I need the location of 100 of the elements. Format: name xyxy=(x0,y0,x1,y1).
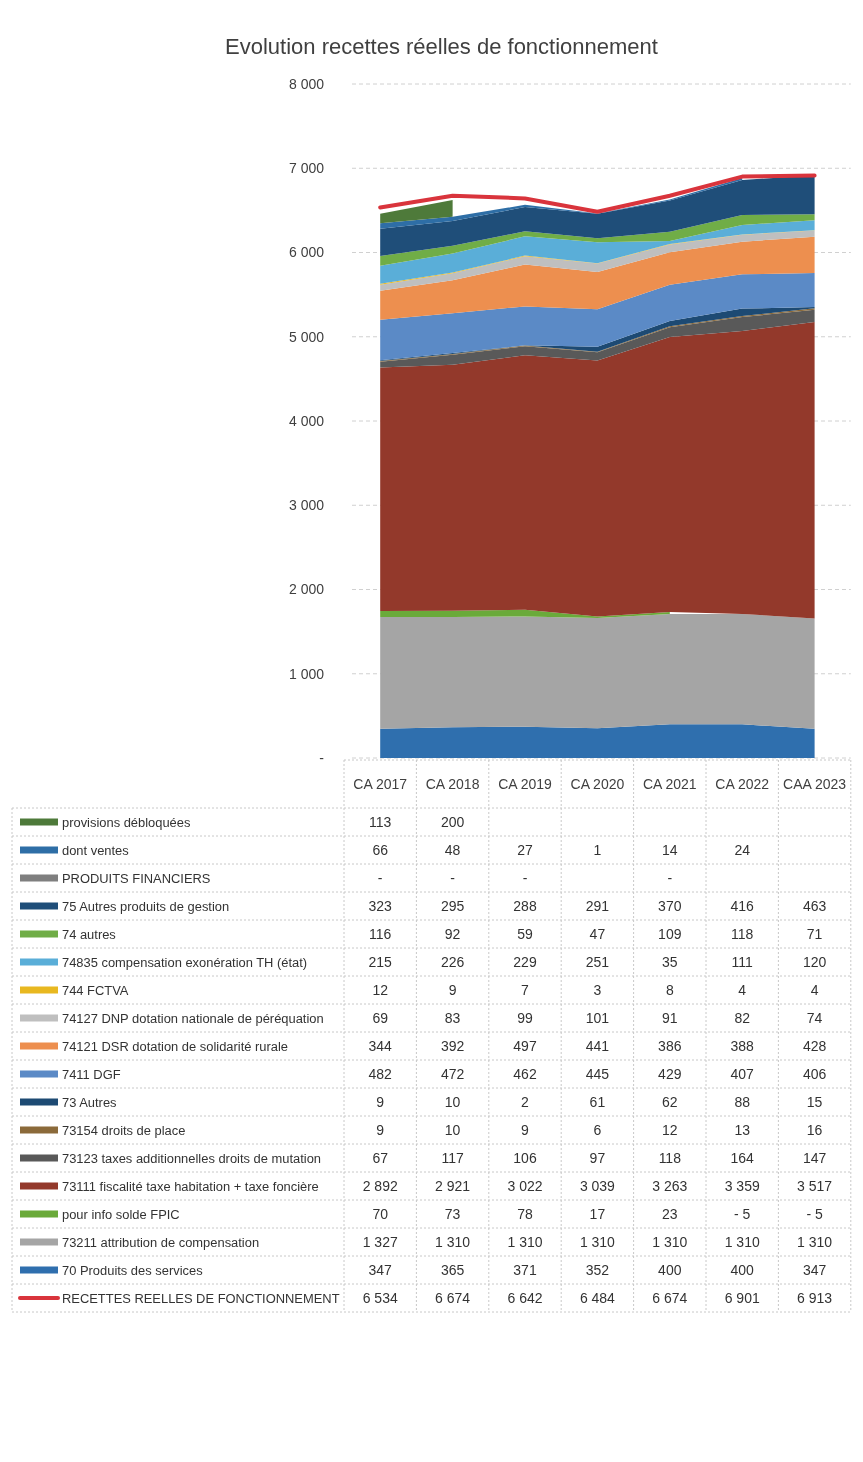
data-label: 352 xyxy=(585,1261,610,1278)
x-tick-label: CA 2019 xyxy=(498,775,553,792)
data-label: 295 xyxy=(440,897,465,914)
text: - 5 xyxy=(734,1205,751,1222)
data-label: 445 xyxy=(585,1065,610,1082)
data-label: 6 xyxy=(593,1121,602,1138)
data-label: 1 310 xyxy=(435,1233,471,1250)
data-label: 6 913 xyxy=(797,1289,833,1306)
data-label: 116 xyxy=(369,925,392,942)
data-label: 99 xyxy=(517,1009,533,1026)
data-label: 400 xyxy=(730,1261,755,1278)
line-series xyxy=(378,173,817,214)
data-label: 441 xyxy=(585,1037,610,1054)
legend-label: dont ventes xyxy=(62,842,129,858)
data-label: 164 xyxy=(730,1149,755,1166)
text: - xyxy=(667,869,673,886)
data-label: 323 xyxy=(368,897,393,914)
data-label: 462 xyxy=(513,1065,537,1082)
y-tick-label: 4 000 xyxy=(288,412,325,429)
data-label: 8 xyxy=(665,981,674,998)
legend-label: 70 Produits des services xyxy=(62,1262,203,1278)
data-label: 2 xyxy=(521,1093,530,1110)
data-label: 482 xyxy=(368,1065,393,1082)
data-label: 251 xyxy=(585,953,610,970)
data-label: 215 xyxy=(368,953,393,970)
data-label: 73 xyxy=(444,1205,461,1222)
data-label: 62 xyxy=(662,1093,678,1110)
data-label: 27 xyxy=(517,841,533,858)
data-label: 113 xyxy=(369,813,392,830)
legend-label: pour info solde FPIC xyxy=(62,1206,180,1222)
data-label: 288 xyxy=(513,897,537,914)
data-label: 4 xyxy=(810,981,819,998)
data-label: 347 xyxy=(368,1261,393,1278)
data-label: 6 642 xyxy=(507,1289,543,1306)
data-label: 388 xyxy=(730,1037,755,1054)
data-label: 1 310 xyxy=(652,1233,688,1250)
x-tick-label: CA 2020 xyxy=(570,775,625,792)
data-label: 97 xyxy=(589,1149,606,1166)
data-label: 1 310 xyxy=(724,1233,760,1250)
data-label: 3 517 xyxy=(797,1177,833,1194)
text: - xyxy=(450,869,455,886)
data-label: 3 359 xyxy=(724,1177,760,1194)
data-label: 69 xyxy=(372,1009,389,1026)
data-label: 12 xyxy=(662,1121,678,1138)
data-label: 15 xyxy=(806,1093,823,1110)
data-label: 497 xyxy=(513,1037,537,1054)
x-tick-label: CA 2017 xyxy=(353,775,408,792)
data-label: 109 xyxy=(658,925,682,942)
y-tick-label: - xyxy=(319,749,325,766)
data-label: 59 xyxy=(517,925,533,942)
data-label: 111 xyxy=(731,953,754,970)
data-label: 47 xyxy=(589,925,606,942)
data-label: 88 xyxy=(734,1093,751,1110)
text: - xyxy=(377,869,383,886)
data-label: 13 xyxy=(734,1121,751,1138)
data-label: 344 xyxy=(368,1037,393,1054)
data-label: 147 xyxy=(802,1149,827,1166)
y-tick-label: 5 000 xyxy=(288,328,325,345)
data-label: 1 310 xyxy=(579,1233,616,1250)
data-label: 9 xyxy=(376,1093,385,1110)
data-label: 82 xyxy=(734,1009,751,1026)
data-label: 371 xyxy=(513,1261,537,1278)
text: - 5 xyxy=(806,1205,823,1222)
data-label: 9 xyxy=(521,1121,530,1138)
data-label: 61 xyxy=(589,1093,606,1110)
data-label: 370 xyxy=(658,897,682,914)
data-label: 400 xyxy=(658,1261,682,1278)
legend-label: 73 Autres xyxy=(62,1094,117,1110)
data-label: 48 xyxy=(444,841,461,858)
data-label: 6 484 xyxy=(579,1289,616,1306)
data-label: 1 310 xyxy=(797,1233,833,1250)
data-label: 14 xyxy=(662,841,678,858)
data-label: 2 921 xyxy=(435,1177,471,1194)
data-label: 472 xyxy=(440,1065,465,1082)
data-label: 4 xyxy=(738,981,747,998)
data-label: 91 xyxy=(662,1009,678,1026)
data-label: 71 xyxy=(806,925,823,942)
data-label: 24 xyxy=(734,841,751,858)
legend-label: 73111 fiscalité taxe habitation + taxe foncière xyxy=(62,1178,319,1194)
x-tick-label: CA 2018 xyxy=(425,775,480,792)
data-label: 74 xyxy=(806,1009,823,1026)
y-tick-label: 2 000 xyxy=(288,581,325,598)
data-label: 35 xyxy=(662,953,678,970)
data-label: 7 xyxy=(521,981,530,998)
data-label: 101 xyxy=(585,1009,610,1026)
x-tick-label: CA 2022 xyxy=(715,775,770,792)
data-label: 6 674 xyxy=(652,1289,688,1306)
legend-label: 73211 attribution de compensation xyxy=(62,1234,260,1250)
data-label: 67 xyxy=(372,1149,389,1166)
legend-label: 7411 DGF xyxy=(62,1066,121,1082)
data-label: 2 892 xyxy=(362,1177,398,1194)
data-label: 3 039 xyxy=(579,1177,616,1194)
data-label: 9 xyxy=(376,1121,385,1138)
data-label: 1 327 xyxy=(362,1233,398,1250)
data-label: 463 xyxy=(802,897,827,914)
data-label: 106 xyxy=(513,1149,537,1166)
legend-label: 73154 droits de place xyxy=(62,1122,186,1138)
data-label: 407 xyxy=(730,1065,755,1082)
data-label: 120 xyxy=(802,953,827,970)
chart-title: Evolution recettes réelles de fonctionnement xyxy=(225,34,658,59)
